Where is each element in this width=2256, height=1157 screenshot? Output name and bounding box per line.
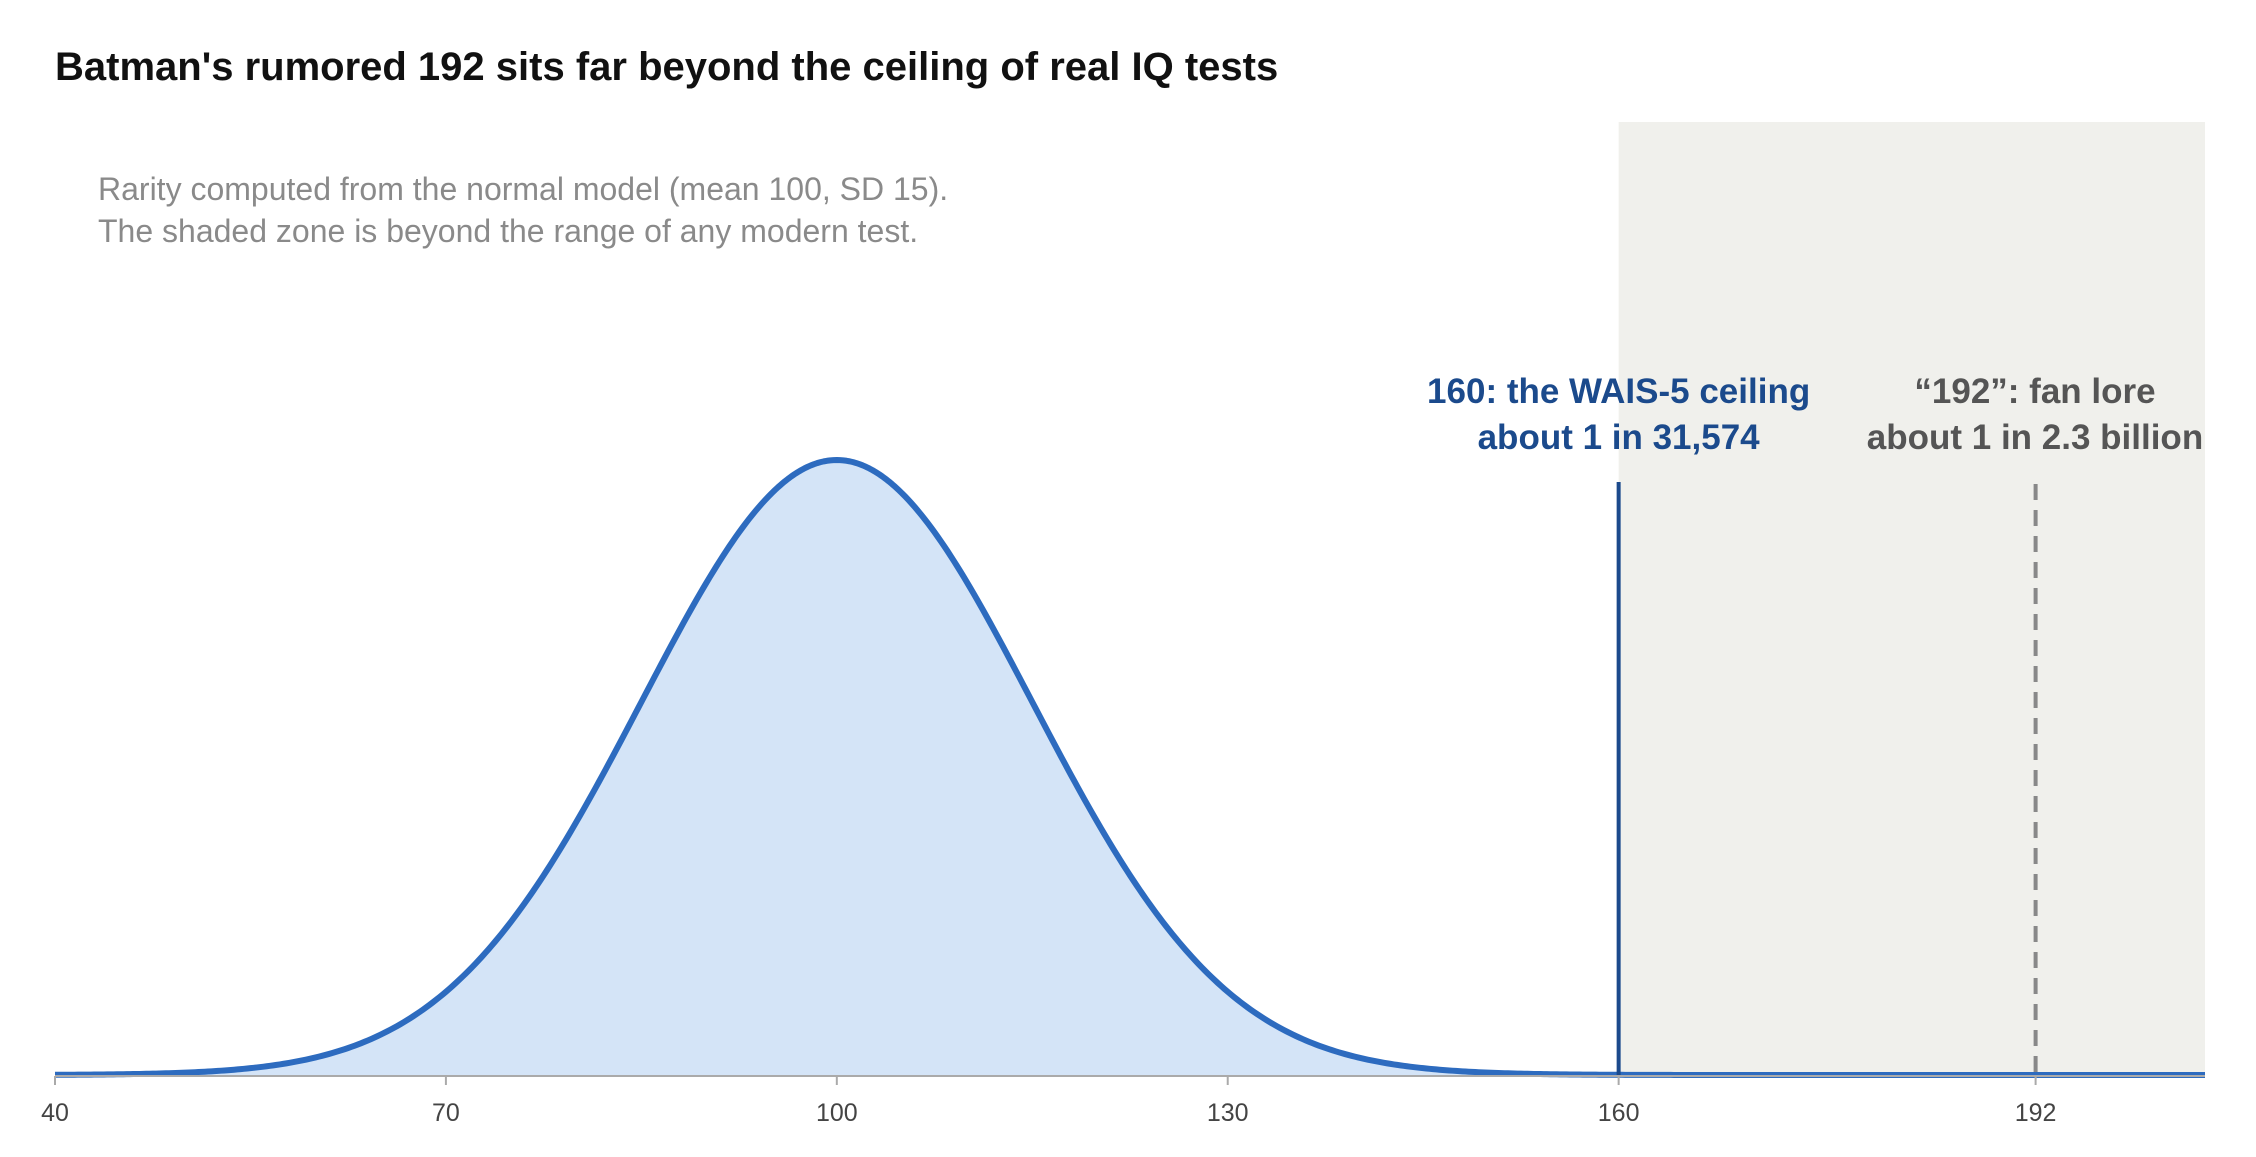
x-tick-label: 70 — [432, 1099, 460, 1127]
lore-annotation-line-1: “192”: fan lore — [1914, 372, 2155, 411]
chart-subtitle-line-1: Rarity computed from the normal model (m… — [98, 171, 948, 207]
ceiling-annotation-line-2: about 1 in 31,574 — [1478, 418, 1761, 457]
x-tick-label: 160 — [1598, 1099, 1640, 1127]
chart-subtitle-line-2: The shaded zone is beyond the range of a… — [98, 213, 918, 249]
chart-title: Batman's rumored 192 sits far beyond the… — [55, 45, 1278, 89]
x-axis-ticks: 40 70 100 130 160 192 — [41, 1076, 2056, 1127]
x-tick-label: 192 — [2015, 1099, 2057, 1127]
distribution-area-fill — [55, 460, 2205, 1075]
beyond-test-range-shaded-zone — [1618, 122, 2205, 1075]
ceiling-annotation-line-1: 160: the WAIS-5 ceiling — [1427, 372, 1810, 411]
x-tick-label: 100 — [816, 1099, 858, 1127]
x-tick-label: 130 — [1207, 1099, 1249, 1127]
x-tick-label: 40 — [41, 1099, 69, 1127]
lore-annotation-line-2: about 1 in 2.3 billion — [1867, 418, 2203, 457]
